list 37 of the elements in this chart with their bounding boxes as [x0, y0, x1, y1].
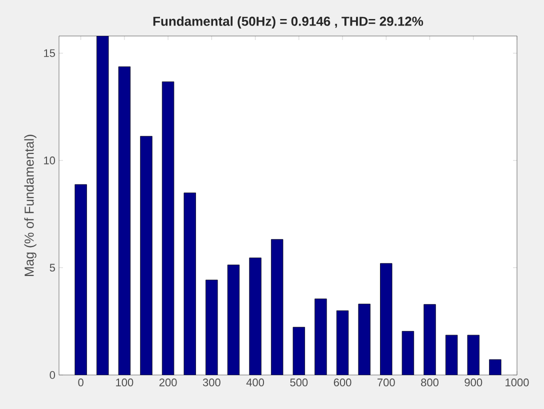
y-tick-label: 15 — [44, 49, 55, 57]
x-tick-label: 200 — [159, 378, 177, 386]
bar — [292, 326, 305, 375]
bar — [402, 331, 414, 375]
bar — [184, 192, 196, 375]
x-tick-label: 800 — [421, 378, 438, 386]
x-tick-label: 700 — [378, 378, 395, 386]
x-tick-label: 600 — [334, 378, 352, 386]
bar — [118, 66, 131, 375]
y-axis-title: Mag (% of Fundamental) — [24, 134, 36, 276]
x-tick-label: 100 — [116, 378, 134, 386]
bar — [227, 264, 240, 375]
x-tick-label: 900 — [464, 378, 482, 386]
bar — [314, 298, 327, 375]
bar — [96, 36, 109, 375]
bar — [162, 81, 174, 375]
bar — [249, 258, 262, 375]
bar — [206, 280, 218, 375]
bar — [74, 184, 87, 375]
bar — [271, 239, 284, 375]
bar — [445, 334, 458, 375]
y-tick-label: 10 — [44, 156, 56, 164]
x-tick-label: 300 — [202, 378, 220, 386]
bar — [140, 136, 152, 375]
bar — [467, 334, 480, 375]
bar — [489, 359, 502, 375]
bar — [380, 263, 392, 375]
bar — [424, 304, 436, 375]
x-tick-label: 1000 — [506, 378, 529, 386]
x-tick-label: 500 — [290, 378, 308, 386]
bar — [336, 310, 349, 375]
chart-title: Fundamental (50Hz) = 0.9146 , THD= 29.12% — [153, 16, 424, 28]
bar — [358, 304, 370, 375]
x-tick-label: 0 — [78, 378, 84, 386]
x-tick-label: 400 — [246, 378, 264, 386]
y-tick-label: 0 — [50, 371, 56, 379]
y-tick-label: 5 — [50, 264, 55, 272]
